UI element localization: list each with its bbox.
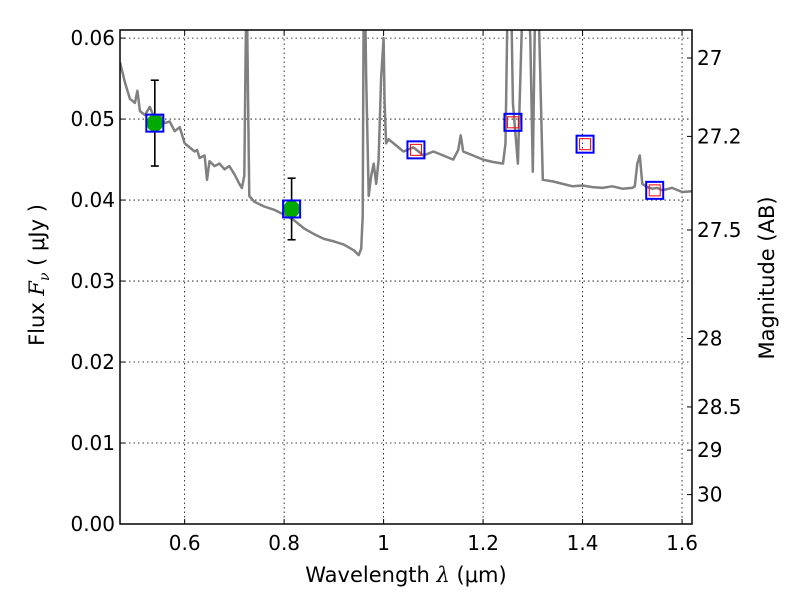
model-square	[503, 112, 523, 132]
y-tick-label: 0.02	[70, 350, 115, 374]
mag-tick-label: 29	[697, 438, 722, 462]
upper-limit-square	[579, 138, 592, 151]
upper-limit-square	[506, 116, 519, 129]
mag-tick-label: 27.2	[697, 124, 742, 148]
y-tick-label: 0.04	[70, 188, 115, 212]
x-axis-label: Wavelength λ (μm)	[305, 563, 506, 587]
upper-limit-square	[409, 143, 422, 156]
mag-tick-label: 28.5	[697, 395, 742, 419]
spectrum-line	[120, 30, 692, 257]
y-tick-label: 0.00	[70, 512, 115, 536]
x-tick-label: 1.4	[567, 531, 599, 555]
y-tick-label: 0.03	[70, 269, 115, 293]
model-square	[282, 199, 302, 219]
detection-point	[146, 114, 164, 132]
right-axis-ticks: 27 27.2 27.5 28 28.5 29 30	[687, 46, 742, 507]
y-axis-label: Flux Fν ( μJy )	[25, 204, 53, 346]
plot-frame	[119, 29, 693, 525]
model-square	[145, 113, 165, 133]
points-layer	[145, 79, 665, 241]
grid-lines	[120, 30, 692, 525]
right-axis-label: Magnitude (AB)	[755, 196, 779, 359]
x-tick-label: 1	[377, 531, 390, 555]
mag-tick-label: 30	[697, 483, 722, 507]
x-tick-label: 0.6	[169, 531, 201, 555]
y-tick-label: 0.05	[70, 107, 115, 131]
x-tick-label: 1.6	[666, 531, 698, 555]
mag-tick-label: 27.5	[697, 218, 742, 242]
model-square	[645, 180, 665, 200]
mag-tick-label: 28	[697, 326, 722, 350]
x-tick-label: 1.2	[467, 531, 499, 555]
x-tick-label: 0.8	[268, 531, 300, 555]
y-tick-label: 0.01	[70, 431, 115, 455]
model-square	[406, 140, 426, 160]
x-axis-ticks: 0.6 0.8 1 1.2 1.4 1.6	[169, 30, 698, 555]
detection-point	[283, 200, 301, 218]
upper-limit-square	[648, 184, 661, 197]
y-tick-label: 0.06	[70, 26, 115, 50]
model-square	[575, 134, 595, 154]
y-axis-ticks: 0.00 0.01 0.02 0.03 0.04 0.05 0.06	[70, 26, 125, 536]
spectrum-layer	[120, 30, 692, 257]
mag-tick-label: 27	[697, 46, 722, 70]
